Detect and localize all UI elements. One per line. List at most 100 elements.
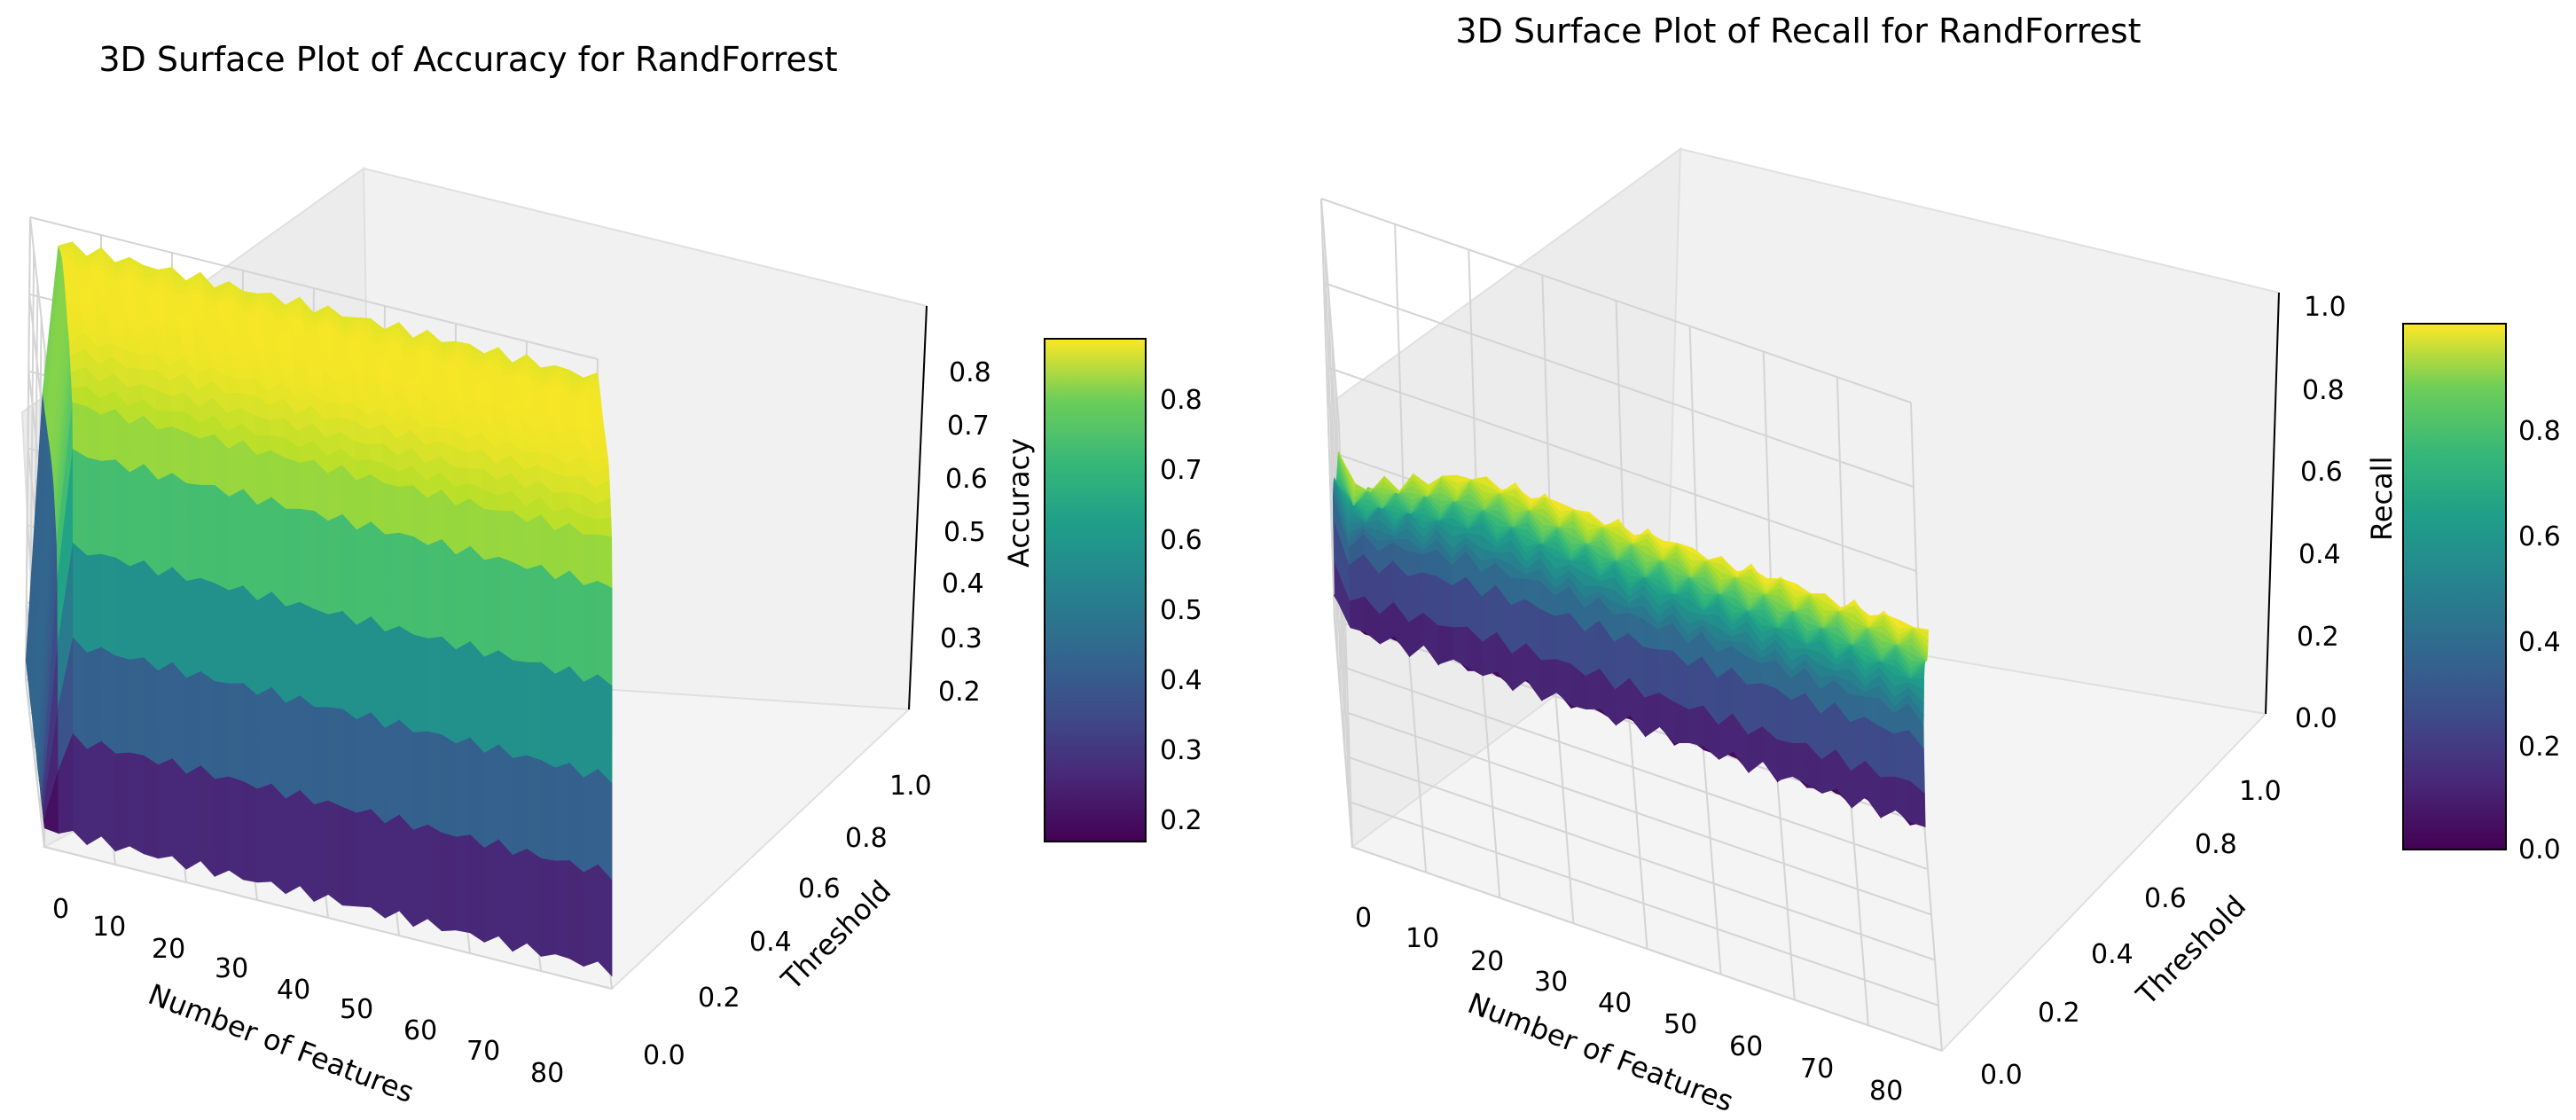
surface-patch — [228, 440, 244, 497]
surface-patch — [427, 490, 442, 546]
surface-patch — [143, 657, 159, 766]
surface-patch — [256, 591, 272, 696]
recall-x-tick: 70 — [1800, 1053, 1834, 1085]
surface-patch — [466, 449, 483, 470]
surface-patch — [384, 719, 400, 825]
recall-z-axis-label: Recall — [2365, 457, 2399, 541]
recall-surface — [1332, 450, 1930, 827]
surface-patch — [540, 662, 556, 769]
surface-patch — [324, 401, 341, 420]
surface-patch — [497, 744, 513, 857]
accuracy-z-tick: 0.7 — [947, 411, 990, 442]
surface-patch — [540, 760, 556, 862]
gridline — [25, 678, 45, 848]
surface-patch — [285, 457, 301, 510]
surface-patch — [157, 567, 173, 672]
accuracy-y-tick: 1.0 — [889, 771, 932, 802]
surface-patch — [327, 707, 343, 808]
surface-patch — [185, 577, 201, 679]
surface-patch — [356, 615, 372, 720]
recall-x-tick: 50 — [1664, 1009, 1697, 1040]
accuracy-z-tick: 0.8 — [949, 357, 991, 388]
surface-patch — [228, 776, 244, 881]
surface-patch — [327, 611, 343, 709]
surface-patch — [1554, 612, 1571, 664]
accuracy-z-tick: 0.2 — [938, 677, 981, 708]
surface-patch — [455, 640, 471, 745]
surface-patch — [86, 457, 102, 556]
surface-patch — [270, 783, 286, 895]
surface-patch — [101, 740, 116, 852]
surface-patch — [100, 459, 116, 559]
recall-x-tick: 60 — [1729, 1031, 1763, 1062]
surface-patch — [214, 484, 230, 591]
surface-patch — [172, 567, 187, 679]
surface-patch — [1913, 627, 1930, 632]
surface-patch — [157, 473, 173, 577]
surface-patch — [568, 762, 584, 873]
surface-patch — [200, 764, 215, 878]
accuracy-colorbar-ticks: 0.2 0.3 0.4 0.5 0.6 0.7 0.8 — [1160, 385, 1202, 836]
surface-patch — [185, 765, 201, 870]
surface-patch — [554, 763, 570, 862]
surface-patch — [412, 824, 428, 928]
surface-patch — [256, 783, 272, 883]
surface-patch — [200, 484, 215, 584]
recall-colorbar-tick: 0.2 — [2518, 732, 2561, 763]
gridline — [1320, 198, 1340, 427]
surface-patch — [512, 660, 528, 759]
surface-patch — [398, 719, 414, 831]
accuracy-chart-title: 3D Surface Plot of Accuracy for RandForr… — [98, 40, 837, 79]
surface-patch — [341, 709, 357, 814]
surface-patch — [313, 707, 329, 805]
surface-patch — [285, 601, 301, 704]
surface-patch — [483, 839, 499, 943]
recall-colorbar-tick: 0.8 — [2518, 416, 2561, 447]
surface-patch — [596, 516, 613, 537]
surface-patch — [139, 351, 156, 371]
accuracy-colorbar — [1044, 338, 1147, 842]
surface-patch — [86, 553, 102, 654]
surface-patch — [526, 564, 542, 663]
gridline — [1351, 846, 1943, 1052]
surface-patch — [1350, 595, 1366, 632]
surface-patch — [398, 814, 414, 928]
surface-patch — [1657, 648, 1675, 702]
surface-patch — [583, 674, 599, 779]
accuracy-x-tick: 60 — [403, 1015, 437, 1046]
surface-patch — [540, 858, 556, 957]
recall-colorbar-tick: 0.6 — [2518, 521, 2561, 552]
gridline — [1334, 619, 1353, 848]
surface-patch — [427, 731, 442, 834]
surface-patch — [313, 608, 329, 709]
surface-patch — [299, 508, 315, 610]
surface-patch — [129, 464, 145, 568]
surface-patch — [143, 755, 159, 859]
surface-patch — [597, 580, 613, 687]
surface-patch — [157, 758, 173, 859]
surface-patch — [313, 510, 329, 615]
surface-patch — [114, 655, 130, 755]
surface-patch — [370, 615, 386, 730]
gridline — [1323, 282, 1914, 488]
surface-patch — [1760, 659, 1777, 689]
accuracy-z-tick: 0.5 — [943, 517, 986, 548]
surface-patch — [566, 474, 583, 496]
accuracy-z-ticks: 0.2 0.3 0.4 0.5 0.6 0.7 0.8 — [938, 357, 991, 708]
recall-x-tick: 0 — [1355, 903, 1372, 934]
surface-patch — [455, 834, 471, 934]
surface-patch — [157, 426, 173, 481]
surface-patch — [427, 539, 442, 639]
surface-patch — [497, 650, 513, 759]
surface-patch — [412, 634, 428, 733]
gridline — [1554, 696, 1575, 924]
accuracy-x-tick: 30 — [215, 953, 248, 984]
gridline — [1337, 664, 1929, 871]
surface-patch — [1746, 682, 1763, 735]
accuracy-colorbar-tick: 0.7 — [1160, 455, 1202, 486]
recall-y-tick: 0.4 — [2091, 939, 2134, 970]
surface-patch — [228, 585, 244, 685]
surface-patch — [583, 864, 599, 967]
accuracy-y-tick: 0.8 — [845, 823, 888, 854]
recall-colorbar-tick: 0.0 — [2518, 834, 2561, 865]
